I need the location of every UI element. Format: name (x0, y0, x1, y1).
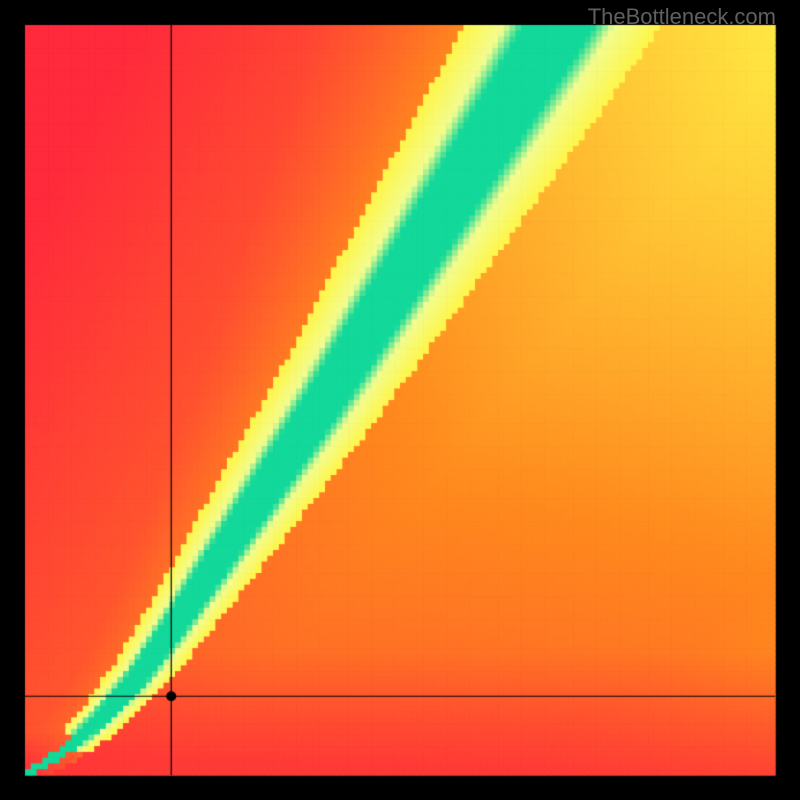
bottleneck-heatmap (0, 0, 800, 800)
chart-container: TheBottleneck.com (0, 0, 800, 800)
watermark-text: TheBottleneck.com (588, 4, 776, 30)
